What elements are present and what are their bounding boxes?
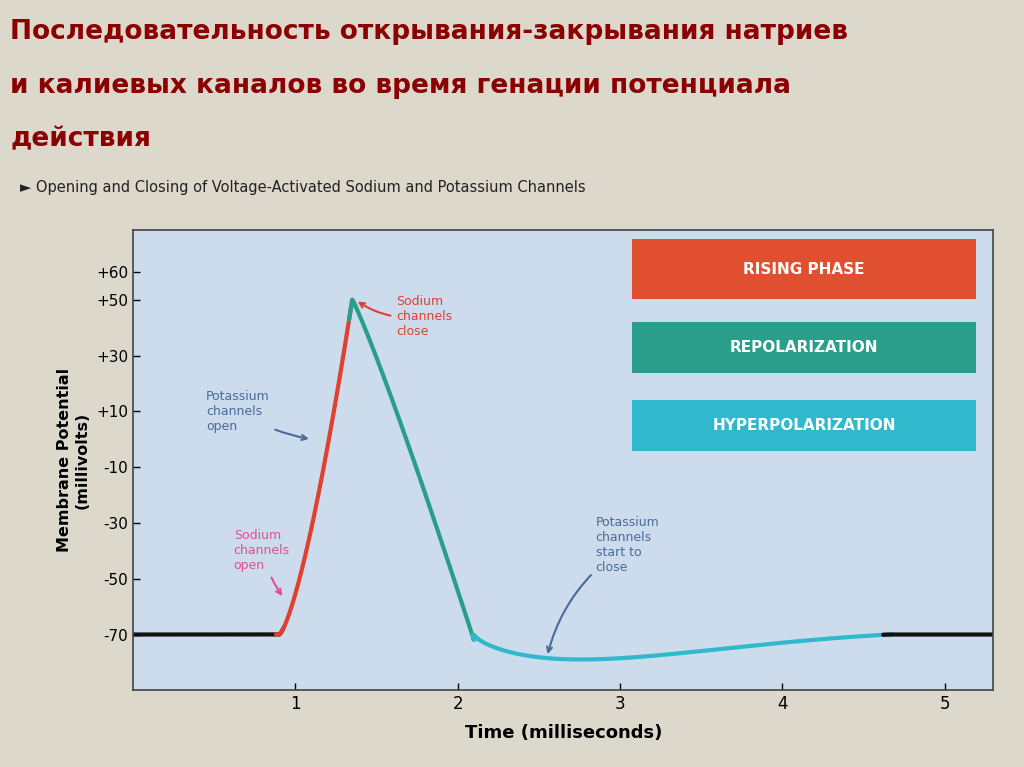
- Text: Potassium
channels
open: Potassium channels open: [206, 390, 306, 440]
- Text: ► Opening and Closing of Voltage-Activated Sodium and Potassium Channels: ► Opening and Closing of Voltage-Activat…: [20, 180, 586, 196]
- FancyBboxPatch shape: [632, 322, 976, 373]
- FancyBboxPatch shape: [632, 400, 976, 451]
- Text: Potassium
channels
start to
close: Potassium channels start to close: [547, 516, 659, 652]
- Text: Sodium
channels
open: Sodium channels open: [233, 529, 290, 594]
- X-axis label: Time (milliseconds): Time (milliseconds): [465, 724, 662, 742]
- Y-axis label: Membrane Potential
(millivolts): Membrane Potential (millivolts): [56, 368, 89, 552]
- Text: HYPERPOLARIZATION: HYPERPOLARIZATION: [713, 418, 896, 433]
- Text: действия: действия: [10, 127, 152, 153]
- FancyBboxPatch shape: [632, 239, 976, 299]
- Text: Sodium
channels
close: Sodium channels close: [359, 295, 453, 338]
- Text: Последовательность открывания-закрывания натриев: Последовательность открывания-закрывания…: [10, 19, 848, 45]
- Text: RISING PHASE: RISING PHASE: [743, 262, 865, 277]
- Text: REPOLARIZATION: REPOLARIZATION: [730, 340, 879, 355]
- Text: и калиевых каналов во время генации потенциала: и калиевых каналов во время генации поте…: [10, 73, 792, 99]
